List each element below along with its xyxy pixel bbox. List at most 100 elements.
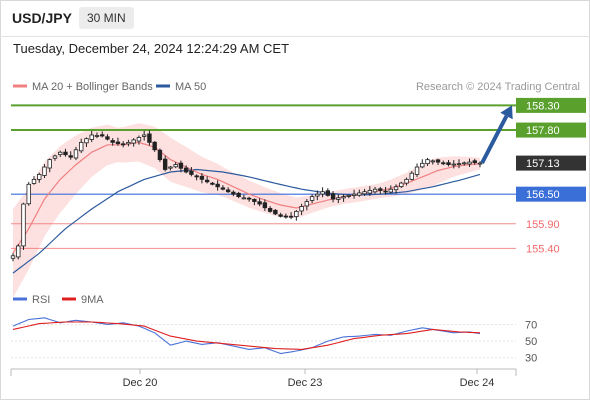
candle-body: [462, 162, 467, 165]
price-tag-155.40: 155.40: [526, 243, 560, 255]
candle-body: [388, 188, 393, 193]
candle-body: [37, 174, 42, 180]
candle-body: [346, 194, 352, 197]
ma50-line: [12, 168, 481, 274]
price-levels: [11, 104, 516, 249]
candle-body: [246, 197, 252, 200]
candle-body: [141, 134, 147, 137]
candle-body: [330, 193, 336, 200]
projection-arrow: [480, 105, 513, 165]
candle-body: [168, 166, 173, 169]
candle-body: [404, 178, 409, 184]
price-tag-157.80: 157.80: [526, 125, 560, 137]
candle-body: [393, 186, 399, 191]
candle-body: [16, 245, 21, 258]
candle-body: [89, 134, 94, 140]
candle-body: [325, 190, 331, 196]
chart-header: USD/JPY 30 MIN: [0, 0, 590, 36]
candle-body: [120, 143, 126, 146]
candle-body: [194, 175, 199, 178]
candle-body: [362, 191, 367, 195]
rsi-line: [12, 317, 481, 355]
candle-body: [336, 197, 341, 200]
candle-body: [472, 160, 477, 164]
candle-body: [299, 206, 304, 212]
candle-body: [399, 182, 404, 187]
candle-body: [79, 141, 84, 152]
candle-body: [267, 208, 273, 212]
timeframe-button[interactable]: 30 MIN: [79, 7, 134, 29]
candle-body: [241, 197, 247, 200]
x-tick-label-1: Dec 23: [288, 377, 323, 389]
price-tag-158.30: 158.30: [526, 100, 560, 112]
x-tick-label-2: Dec 24: [460, 377, 495, 389]
candle-body: [84, 138, 89, 144]
candle-body: [262, 202, 268, 209]
ma50-legend-label: MA 50: [175, 81, 206, 93]
rsi-tick-label-50: 50: [525, 336, 537, 348]
price-tag-155.90: 155.90: [526, 219, 560, 231]
candle-body: [288, 215, 294, 218]
x-tick-label-0: Dec 20: [123, 377, 158, 389]
price-tag-box-157.13: [516, 155, 586, 171]
candle-body: [304, 201, 310, 207]
rsi-ma-line: [12, 321, 481, 350]
price-tags: 158.30 157.80 157.13 156.50 155.90 155.40: [516, 97, 586, 255]
candle-body: [441, 162, 446, 165]
projection-arrow-shaft: [480, 115, 509, 165]
candle-body: [414, 166, 420, 175]
candle-body: [110, 140, 115, 143]
candle-body: [105, 136, 110, 140]
candle-body: [341, 196, 346, 199]
symbol-title: USD/JPY: [12, 10, 72, 26]
candle-body: [278, 214, 283, 217]
candle-body: [199, 175, 205, 180]
candle-body: [131, 139, 136, 144]
header-divider: [0, 36, 590, 37]
candle-body: [136, 137, 142, 142]
candle-body: [173, 164, 178, 168]
candle-body: [294, 211, 299, 217]
candle-body: [383, 190, 388, 193]
candle-body: [47, 159, 52, 169]
candle-body: [372, 188, 378, 193]
candle-body: [26, 183, 31, 205]
candle-body: [157, 149, 163, 161]
candle-body: [204, 179, 210, 183]
candle-body: [446, 162, 451, 165]
candle-body: [231, 191, 236, 195]
price-tag-box-157.80: [516, 122, 586, 138]
candle-body: [21, 203, 26, 247]
candle-body: [357, 192, 362, 196]
price-tag-box-158.30: [516, 97, 586, 113]
candle-body: [351, 193, 357, 196]
candle-body: [257, 201, 262, 205]
candle-body: [31, 178, 37, 184]
projection-arrow-head: [500, 105, 513, 120]
candle-body: [309, 196, 315, 201]
ma20-legend-label: MA 20 + Bollinger Bands: [32, 81, 153, 93]
candle-body: [52, 155, 58, 159]
candle-body: [430, 160, 435, 163]
candle-body: [467, 161, 472, 165]
rsi-panel: 70 50 30: [11, 317, 537, 365]
candle-body: [147, 133, 152, 143]
price-tag-157.13: 157.13: [526, 158, 560, 170]
candle-body: [456, 163, 462, 165]
candle-body: [183, 167, 189, 173]
candle-body: [420, 162, 425, 168]
rsi-legend-label: RSI: [32, 294, 50, 306]
candle-body: [42, 166, 47, 176]
candle-body: [126, 141, 131, 145]
timestamp: Tuesday, December 24, 2024 12:24:29 AM C…: [13, 41, 290, 56]
candle-body: [10, 255, 16, 259]
candle-body: [63, 151, 68, 156]
candle-body: [115, 141, 121, 145]
candle-body: [189, 170, 194, 175]
candle-body: [367, 190, 373, 194]
credit-text: Research © 2024 Trading Central: [416, 81, 580, 93]
candle-body: [178, 162, 184, 169]
ma50-path: [12, 168, 481, 274]
candle-body: [220, 187, 226, 190]
